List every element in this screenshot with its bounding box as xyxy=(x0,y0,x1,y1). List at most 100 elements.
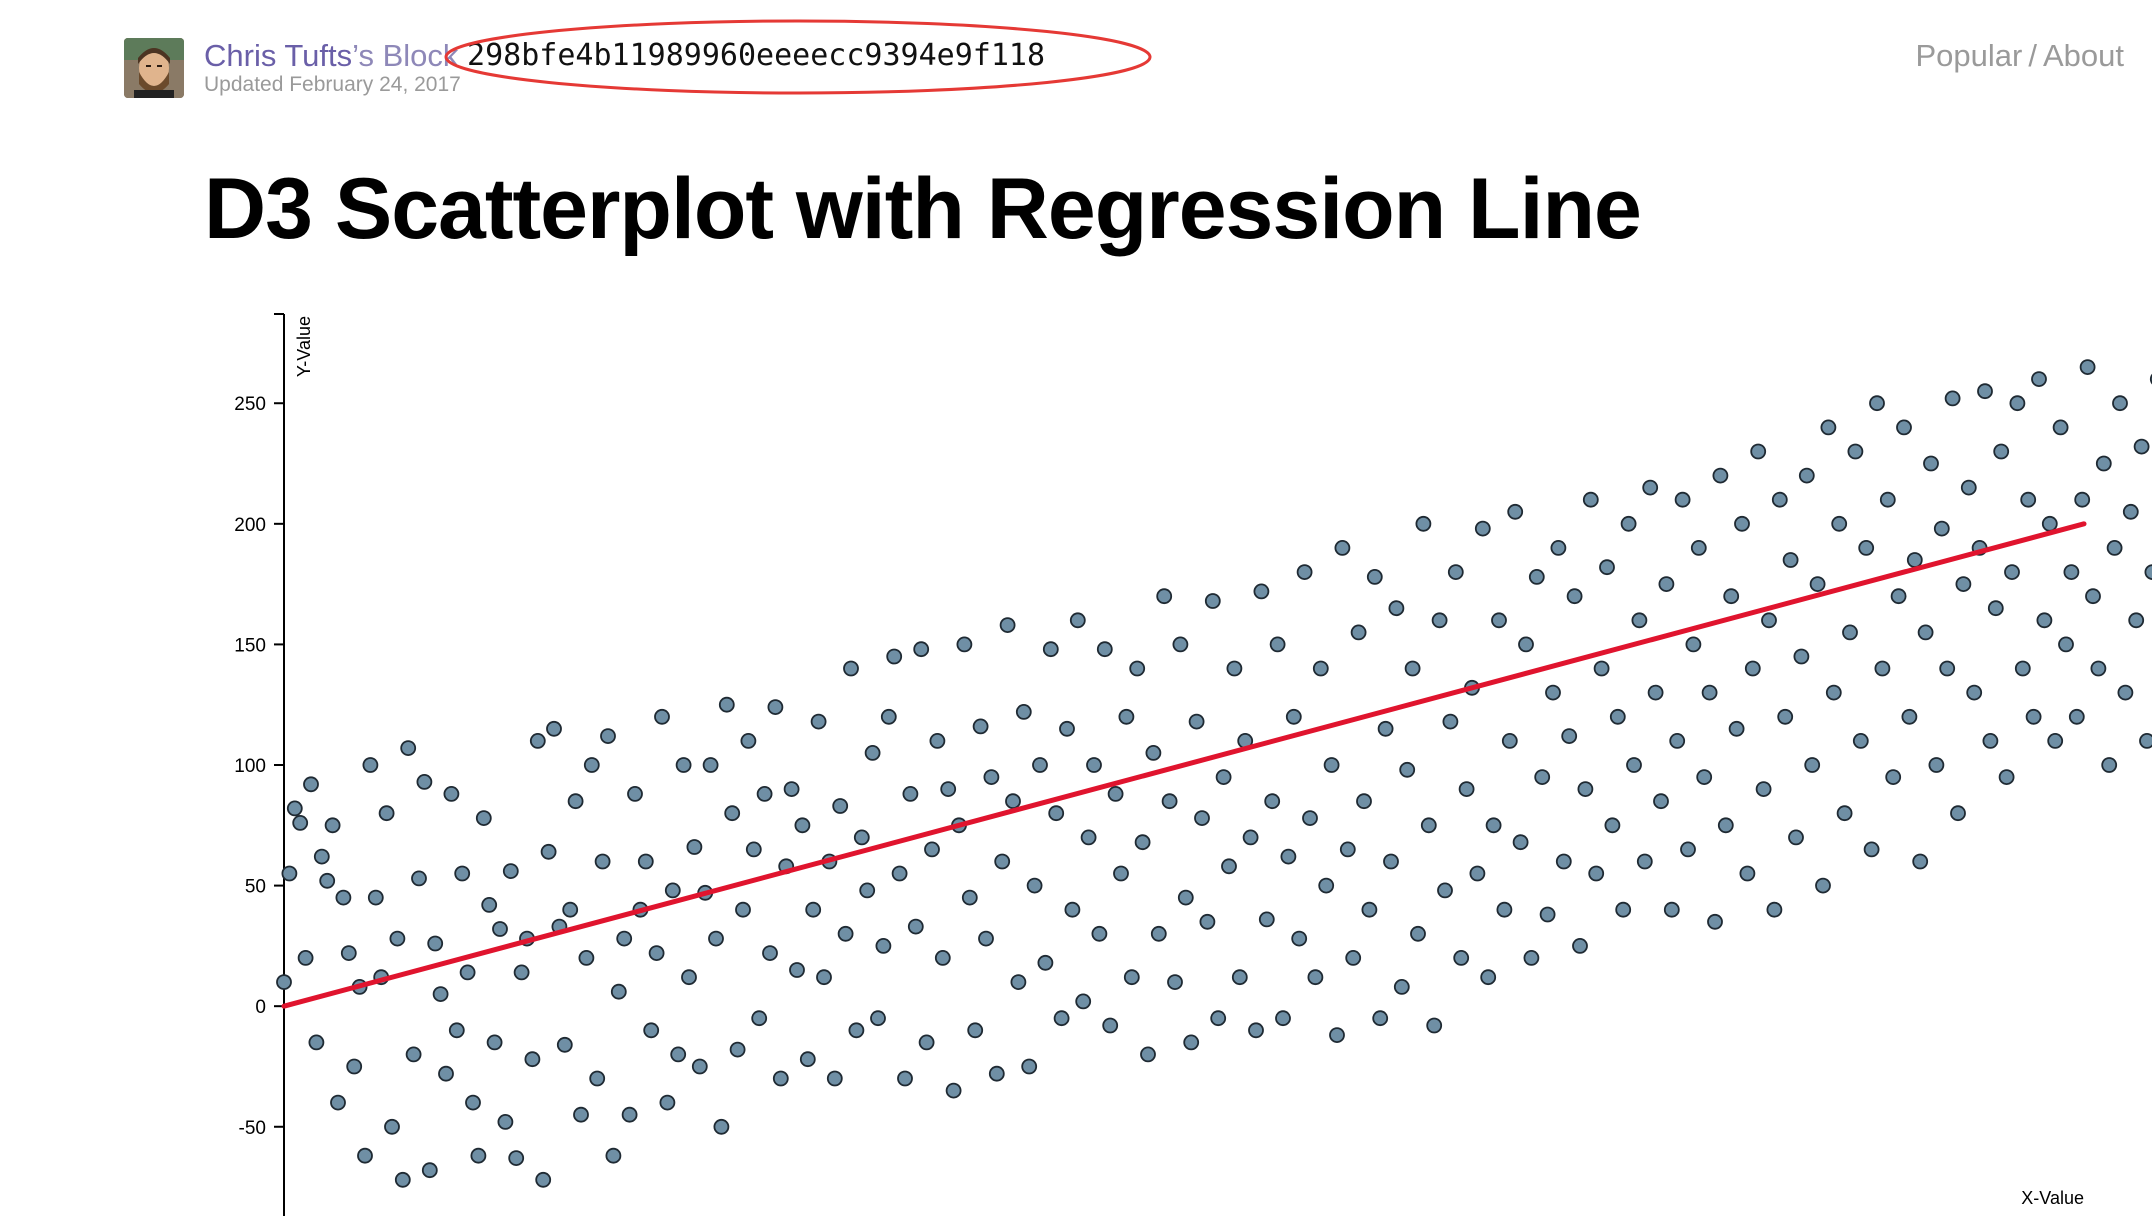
data-point xyxy=(848,1022,865,1039)
data-point xyxy=(659,1094,676,1111)
data-point xyxy=(1858,540,1875,556)
nav-about-link[interactable]: About xyxy=(2042,38,2124,73)
data-point xyxy=(1194,810,1210,826)
data-point xyxy=(2047,733,2064,749)
data-point xyxy=(2063,564,2080,580)
data-point xyxy=(508,1150,525,1166)
data-point xyxy=(1798,467,1815,484)
data-point xyxy=(702,757,719,773)
data-point xyxy=(616,930,633,947)
data-point xyxy=(1199,913,1216,930)
data-point xyxy=(1080,829,1097,846)
data-point xyxy=(1221,858,1237,875)
data-point xyxy=(1690,540,1707,556)
data-point xyxy=(1231,969,1248,986)
data-point xyxy=(1923,455,1939,472)
data-point xyxy=(1204,593,1221,609)
data-point xyxy=(1496,901,1513,918)
data-point xyxy=(891,865,908,882)
data-point xyxy=(1977,383,1993,400)
data-point xyxy=(513,964,530,981)
data-point xyxy=(1280,848,1297,865)
data-point xyxy=(1345,950,1362,966)
data-point xyxy=(470,1147,487,1164)
data-point xyxy=(1815,877,1831,894)
data-point xyxy=(443,786,460,802)
data-point xyxy=(745,841,762,858)
data-point xyxy=(2117,684,2134,701)
data-point xyxy=(1707,913,1723,930)
data-point xyxy=(799,1051,816,1068)
data-point xyxy=(1653,793,1669,810)
data-point xyxy=(1366,569,1383,585)
data-point xyxy=(880,708,897,725)
y-tick-label: 200 xyxy=(234,515,266,536)
data-point xyxy=(535,1171,552,1188)
data-point xyxy=(1167,974,1183,990)
data-point xyxy=(762,945,778,961)
data-point xyxy=(864,745,881,761)
data-point xyxy=(1966,684,1983,701)
data-point xyxy=(313,848,330,865)
data-point xyxy=(1420,817,1437,834)
data-point xyxy=(772,1070,789,1087)
data-point xyxy=(1285,708,1302,725)
block-suffix: ’s Block xyxy=(352,38,459,73)
data-point xyxy=(1226,660,1243,677)
data-point xyxy=(1275,1010,1291,1027)
data-point xyxy=(1680,841,1696,858)
data-point xyxy=(1059,720,1075,737)
data-point xyxy=(724,805,741,822)
data-point xyxy=(400,740,417,756)
data-point xyxy=(465,1094,481,1111)
data-point xyxy=(529,733,546,749)
data-point xyxy=(2095,455,2112,472)
user-name-link[interactable]: Chris Tufts xyxy=(204,38,353,73)
data-point xyxy=(1172,636,1189,653)
user-avatar[interactable] xyxy=(124,38,184,98)
data-point xyxy=(448,1022,465,1039)
data-point xyxy=(1183,1034,1200,1051)
y-tick-label: 0 xyxy=(255,997,266,1018)
data-point xyxy=(1939,660,1956,677)
data-point xyxy=(303,776,319,793)
data-point xyxy=(1739,865,1756,882)
data-point xyxy=(1140,1046,1156,1063)
data-point xyxy=(1415,515,1432,532)
data-point xyxy=(2079,359,2096,376)
data-point xyxy=(1253,583,1270,600)
data-point xyxy=(1987,600,2004,617)
data-point xyxy=(983,769,1000,785)
data-point xyxy=(2074,491,2091,508)
data-point xyxy=(438,1065,454,1082)
data-point xyxy=(1998,769,2015,785)
nav-separator: / xyxy=(2028,38,2037,73)
data-point xyxy=(1917,624,1934,641)
data-point xyxy=(1993,443,2010,460)
data-point xyxy=(2041,515,2058,532)
data-point xyxy=(1561,728,1578,744)
data-point xyxy=(1388,600,1405,617)
data-point xyxy=(907,918,924,935)
data-point xyxy=(1026,877,1043,894)
data-point xyxy=(1982,733,1999,749)
data-point xyxy=(1685,636,1702,653)
data-point xyxy=(1042,641,1059,658)
data-point xyxy=(1663,901,1680,918)
data-point xyxy=(411,870,427,887)
data-point xyxy=(1723,588,1740,605)
data-point xyxy=(853,829,870,846)
data-point xyxy=(897,1070,913,1087)
nav-popular-link[interactable]: Popular xyxy=(1915,38,2023,73)
data-point xyxy=(2085,588,2101,605)
data-point xyxy=(1113,865,1129,882)
data-point xyxy=(330,1094,346,1111)
data-point xyxy=(1820,419,1837,436)
x-axis-title: X-Value xyxy=(2021,1188,2084,1208)
data-point xyxy=(713,1118,730,1135)
data-point xyxy=(1069,612,1086,629)
chart-axes: -50 0 50 100 150 200 250 Y-Value X-Value xyxy=(234,313,2084,1216)
data-point xyxy=(805,901,822,918)
data-point xyxy=(1728,720,1745,737)
